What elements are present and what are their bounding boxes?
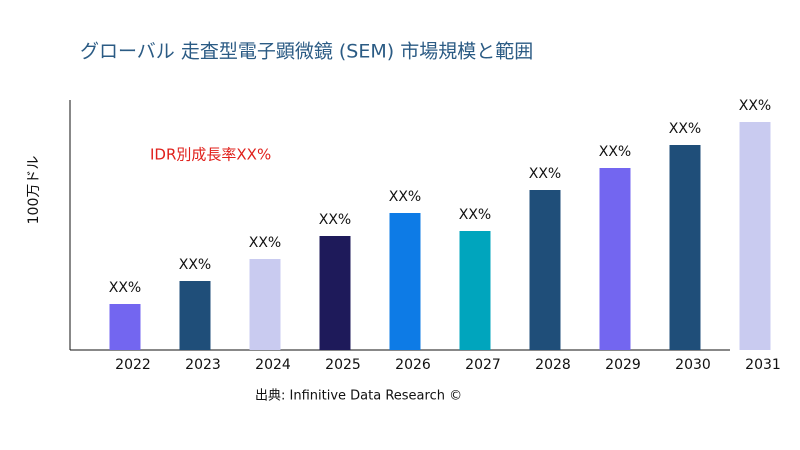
chart-title: グローバル 走査型電子顕微鏡 (SEM) 市場規模と範囲 — [80, 41, 533, 63]
bar — [739, 122, 771, 350]
data-label: XX% — [739, 98, 771, 114]
bar — [249, 259, 281, 350]
x-tick-label: 2023 — [185, 357, 221, 373]
data-label: XX% — [669, 121, 701, 137]
bar — [109, 304, 141, 350]
annotation: IDR別成長率XX% — [150, 146, 271, 164]
bar — [599, 168, 631, 350]
bar — [459, 231, 491, 350]
data-label: XX% — [109, 280, 141, 296]
x-tick-label: 2028 — [535, 357, 571, 373]
x-tick-label: 2025 — [325, 357, 361, 373]
bar — [669, 145, 701, 350]
x-tick-label: 2031 — [745, 357, 781, 373]
x-tick-label: 2024 — [255, 357, 291, 373]
x-tick-label: 2026 — [395, 357, 431, 373]
bar — [529, 190, 561, 350]
x-tick-label: 2029 — [605, 357, 641, 373]
data-label: XX% — [319, 212, 351, 228]
x-tick-label: 2022 — [115, 357, 151, 373]
bar — [319, 236, 351, 350]
x-tick-label: 2030 — [675, 357, 711, 373]
bar — [179, 281, 211, 350]
data-label: XX% — [389, 189, 421, 205]
y-axis-label: 100万ドル — [26, 156, 42, 225]
bar — [389, 213, 421, 350]
x-tick-label: 2027 — [465, 357, 501, 373]
data-label: XX% — [529, 166, 561, 182]
data-label: XX% — [599, 144, 631, 160]
source: 出典: Infinitive Data Research © — [255, 389, 462, 404]
data-label: XX% — [459, 207, 491, 223]
data-label: XX% — [179, 257, 211, 273]
data-label: XX% — [249, 235, 281, 251]
